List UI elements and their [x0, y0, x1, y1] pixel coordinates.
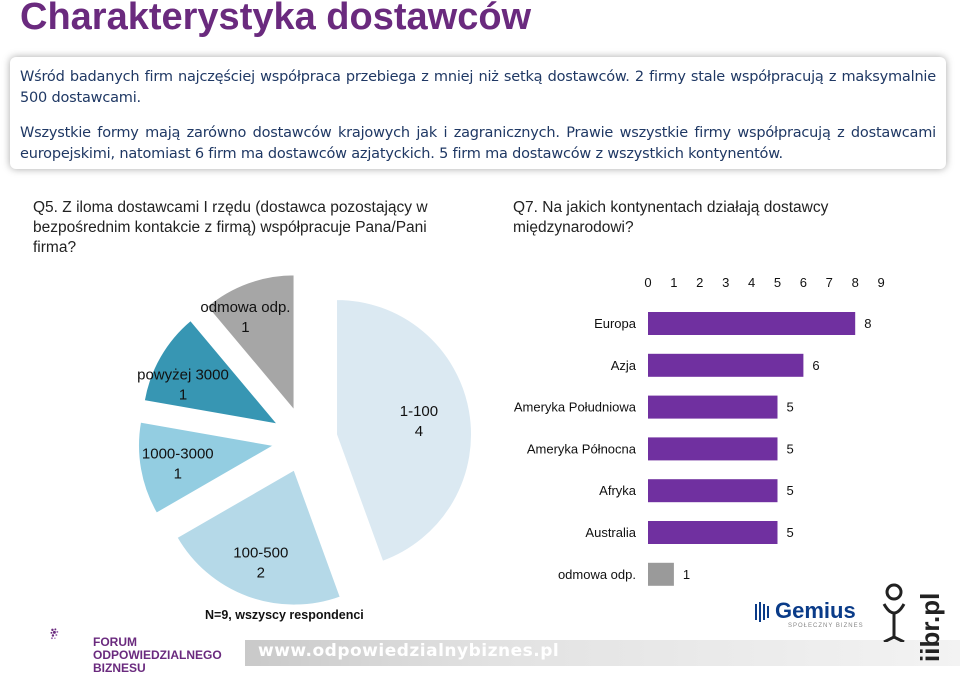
iibr-logo: iibr.pl — [915, 592, 945, 662]
bar-category-label: odmowa odp. — [558, 567, 636, 582]
bar-chart-title: Q7. Na jakich kontynentach działają dost… — [513, 199, 829, 236]
bar-x-tick-label: 1 — [670, 275, 677, 290]
summary-paragraph-1: Wśród badanych firm najczęściej współpra… — [20, 69, 936, 106]
bar-x-tick-label: 5 — [774, 275, 781, 290]
pie-slice — [206, 274, 295, 412]
bar-x-tick-label: 0 — [644, 275, 651, 290]
pie-category-label: powyżej 3000 — [137, 367, 229, 384]
bar-category-label: Ameryka Południowa — [514, 400, 637, 415]
bar — [648, 562, 674, 586]
bar-x-tick-label: 2 — [696, 275, 703, 290]
bar-x-tick-label: 9 — [877, 275, 884, 290]
pie-category-label: 1-100 — [400, 403, 438, 420]
pie-value-label: 2 — [257, 564, 265, 581]
bar-value-label: 1 — [683, 567, 690, 582]
bar-category-label: Ameryka Północna — [527, 441, 637, 456]
bar — [648, 521, 778, 544]
respondents-note: N=9, wszyscy respondenci — [205, 608, 364, 622]
pie-value-label: 1 — [241, 319, 249, 336]
bar-category-label: Afryka — [599, 483, 637, 498]
bar-x-tick-label: 6 — [800, 275, 807, 290]
pie-category-label: 100-500 — [233, 544, 288, 561]
pie-slice — [138, 421, 275, 514]
bar-chart: 0 1 2 3 4 5 6 7 8 9 Europa Azja Ameryka Południowa A… — [514, 275, 885, 586]
summary-paragraph-2: Wszystkie formy mają zarówno dostawców k… — [20, 125, 936, 162]
pie-slice — [143, 319, 279, 425]
pie-slice — [176, 469, 341, 606]
bar-x-tick-label: 7 — [826, 275, 833, 290]
pie-value-label: 1 — [179, 387, 187, 404]
bar-category-label: Azja — [611, 358, 637, 373]
pie-chart-title: Q5. Z iloma dostawcami I rzędu (dostawca… — [33, 199, 428, 256]
bar-category-label: Australia — [585, 525, 636, 540]
summary-box: Wśród badanych firm najczęściej współpra… — [10, 57, 946, 169]
forum-logo-icon — [50, 628, 59, 640]
bar-value-label: 5 — [787, 483, 794, 498]
bar-value-label: 5 — [787, 441, 794, 456]
pie-category-label: 1000-3000 — [142, 445, 214, 462]
bar-x-tick-label: 4 — [748, 275, 755, 290]
page-title: Charakterystyka dostawców — [20, 0, 532, 38]
gemius-logo-icon — [755, 602, 769, 622]
bar — [648, 395, 778, 419]
bar-value-label: 8 — [864, 316, 871, 331]
bar-value-label: 6 — [812, 358, 819, 373]
pie-category-label: odmowa odp. — [200, 299, 290, 316]
bar — [648, 479, 778, 503]
footer-url: www.odpowiedzialnybiznes.pl — [258, 641, 560, 661]
bar-value-label: 5 — [787, 400, 794, 415]
forum-logo-text: FORUM ODPOWIEDZIALNEGO BIZNESU — [93, 635, 222, 675]
footer-strip — [245, 640, 960, 666]
bar-x-tick-label: 8 — [852, 275, 859, 290]
bar — [648, 312, 856, 335]
bar-value-label: 5 — [787, 525, 794, 540]
bar-x-tick-label: 3 — [722, 275, 729, 290]
gemius-logo: Gemius — [775, 598, 856, 623]
pie-chart: 1-100 4 100-500 2 1000-3000 1 powyżej 3000 1 odm… — [137, 274, 473, 606]
bar-category-label: Europa — [594, 316, 637, 331]
gemius-logo-subtitle: SPOŁECZNY BIZNES — [788, 623, 864, 629]
pie-value-label: 4 — [415, 423, 423, 440]
pie-value-label: 1 — [174, 465, 182, 482]
bar — [648, 353, 804, 377]
pie-slice — [336, 298, 473, 562]
iibr-figure-icon — [882, 583, 906, 642]
bar — [648, 437, 778, 461]
